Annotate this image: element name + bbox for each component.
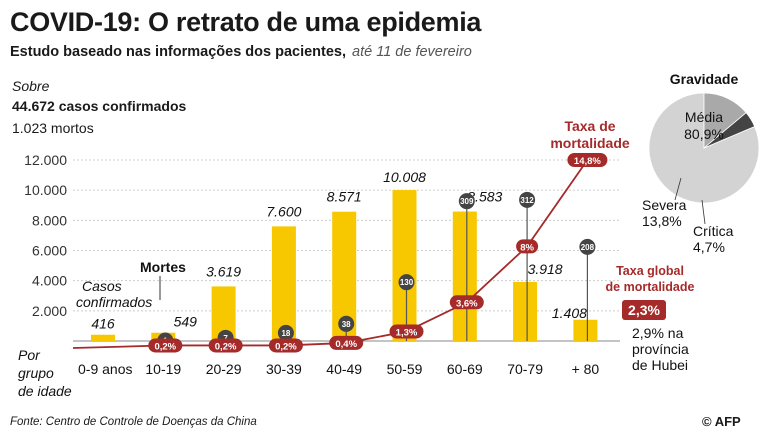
death-value-label: 130 xyxy=(400,278,414,287)
case-bar xyxy=(513,281,538,341)
mortality-rate-label: 0,2% xyxy=(215,341,237,352)
pie-label: Média xyxy=(685,109,723,125)
chart-title: COVID-19: O retrato de uma epidemia xyxy=(10,7,482,37)
mortality-rate-pill xyxy=(449,295,484,310)
pie-leader xyxy=(674,177,682,201)
death-value-label: 18 xyxy=(281,329,290,338)
pie-value-label: 13,8% xyxy=(642,213,682,229)
case-value-label: 8.583 xyxy=(467,189,502,205)
x-tick-label: 0-9 anos xyxy=(78,361,132,377)
pie-title: Gravidade xyxy=(670,71,739,87)
mortality-rate-pill xyxy=(567,153,608,167)
mortality-rate-label: 1,3% xyxy=(396,327,418,338)
mortality-rate-pill xyxy=(389,324,424,339)
death-dot xyxy=(579,238,596,255)
mortality-rate-pill xyxy=(148,338,183,353)
case-bar xyxy=(91,334,115,341)
pie-value-label: 4,7% xyxy=(693,239,725,255)
x-tick-label: 10-19 xyxy=(145,361,181,377)
x-axis-label: Por xyxy=(18,347,41,363)
mortes-annotation: Mortes xyxy=(140,259,186,275)
x-tick-label: + 80 xyxy=(572,361,600,377)
x-tick-label: 50-59 xyxy=(387,361,423,377)
x-tick-label: 30-39 xyxy=(266,361,302,377)
death-dot xyxy=(398,274,415,291)
subtitle-text: Estudo baseado nas informações dos pacie… xyxy=(10,44,347,60)
death-dot xyxy=(338,315,355,332)
case-value-label: 549 xyxy=(174,314,198,330)
mortality-rate-label: 14,8% xyxy=(574,156,601,167)
x-tick-label: 20-29 xyxy=(206,361,242,377)
y-tick-label: 8.000 xyxy=(32,212,67,228)
global-rate-value: 2,3% xyxy=(628,302,660,318)
casos-annotation: confirmados xyxy=(76,294,152,310)
mortality-rate-label: 3,6% xyxy=(456,298,478,309)
intro-sobre: Sobre xyxy=(12,78,50,94)
mortality-rate-label: 0,4% xyxy=(335,339,357,350)
y-tick-label: 6.000 xyxy=(32,243,67,259)
y-tick-label: 4.000 xyxy=(32,273,67,289)
x-tick-label: 70-79 xyxy=(507,361,543,377)
death-dot xyxy=(277,324,294,341)
death-value-label: 38 xyxy=(342,320,351,329)
mortality-rate-label: 8% xyxy=(520,242,534,253)
case-value-label: 416 xyxy=(91,316,115,332)
case-bar xyxy=(573,319,598,341)
mortality-rate-pill xyxy=(208,338,243,353)
death-dot xyxy=(458,193,475,210)
case-value-label: 3.918 xyxy=(528,261,563,277)
intro-total-cases: 44.672 casos confirmados xyxy=(12,98,187,114)
death-value-label: 7 xyxy=(223,334,228,343)
case-bar xyxy=(452,211,477,341)
x-axis-label: de idade xyxy=(18,383,72,399)
mortality-rate-pill xyxy=(268,338,303,353)
y-tick-label: 2.000 xyxy=(32,303,67,319)
global-rate-annotation: de mortalidade xyxy=(606,280,695,294)
death-value-label: 208 xyxy=(581,243,595,252)
y-tick-label: 10.000 xyxy=(24,182,67,198)
death-dot xyxy=(519,191,536,208)
pie-label: Severa xyxy=(642,197,687,213)
source-note: Fonte: Centro de Controle de Doenças da … xyxy=(10,416,257,428)
death-value-label: 312 xyxy=(520,196,534,205)
chart-subtitle: Estudo baseado nas informações dos pacie… xyxy=(10,44,472,60)
global-rate-badge xyxy=(622,300,666,320)
mortality-rate-pill xyxy=(329,335,364,350)
case-value-label: 7.600 xyxy=(266,203,301,219)
casos-annotation: Casos xyxy=(82,278,122,294)
y-tick-label: 12.000 xyxy=(24,152,67,168)
case-value-label: 8.571 xyxy=(327,189,362,205)
rate-annotation: mortalidade xyxy=(550,135,630,151)
case-bar xyxy=(271,226,296,341)
pie-label: Crítica xyxy=(693,223,734,239)
mortality-rate-label: 0,2% xyxy=(275,341,297,352)
pie-value-label: 80,9% xyxy=(684,126,724,142)
case-value-label: 1.408 xyxy=(552,305,587,321)
case-value-label: 3.619 xyxy=(206,263,241,279)
x-axis-label: grupo xyxy=(18,365,54,381)
mortality-rate-pill xyxy=(516,239,539,254)
case-bar xyxy=(392,190,417,341)
case-value-label: 10.008 xyxy=(383,169,426,185)
x-tick-label: 60-69 xyxy=(447,361,483,377)
hubei-annotation: província xyxy=(632,341,689,357)
global-rate-annotation: Taxa global xyxy=(616,264,684,278)
death-value-label: 309 xyxy=(460,197,474,206)
intro-total-deaths: 1.023 mortos xyxy=(12,120,94,136)
pie-slice xyxy=(703,112,756,149)
rate-annotation: Taxa de xyxy=(564,118,615,134)
hubei-annotation: de Hubei xyxy=(632,357,688,373)
subtitle-date: até 11 de fevereiro xyxy=(352,44,472,60)
afp-credit: © AFP xyxy=(702,414,741,429)
hubei-annotation: 2,9% na xyxy=(632,325,684,341)
mortality-rate-label: 0,2% xyxy=(154,341,176,352)
pie-leader xyxy=(701,199,706,225)
x-tick-label: 40-49 xyxy=(326,361,362,377)
